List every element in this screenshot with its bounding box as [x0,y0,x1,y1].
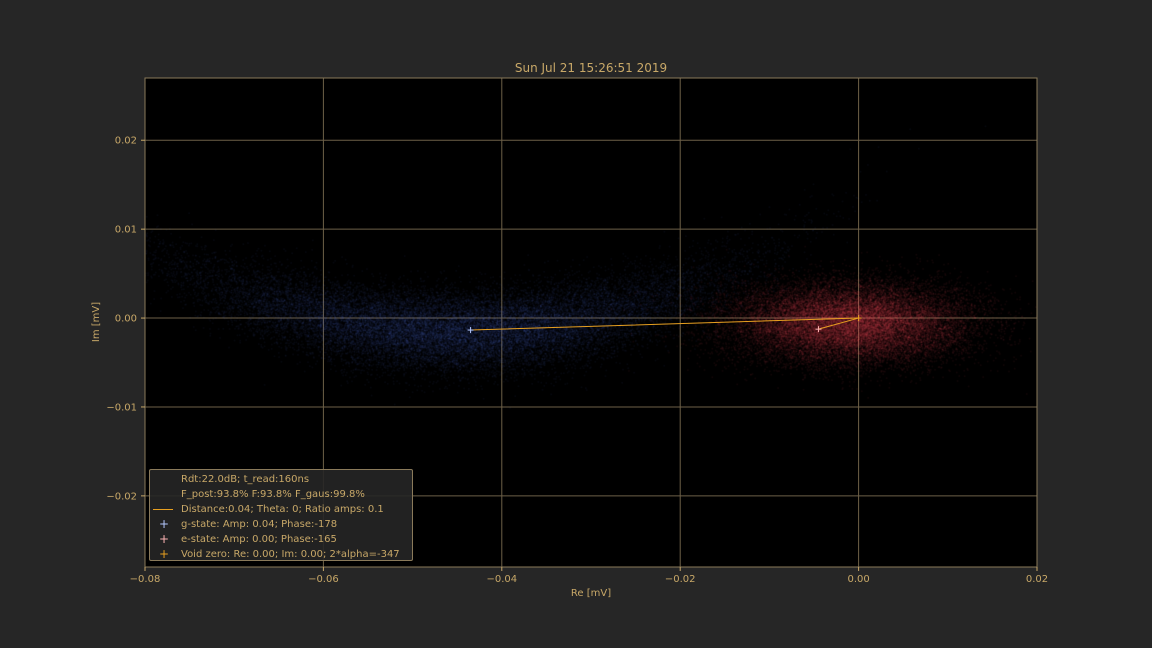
x-tick-label: 0.00 [847,574,869,585]
legend-label: g-state: Amp: 0.04; Phase:-178 [181,519,338,530]
legend-label: F_post:93.8% F:93.8% F_gaus:99.8% [181,489,365,500]
chart-title: Sun Jul 21 15:26:51 2019 [515,61,667,75]
legend-label: Distance:0.04; Theta: 0; Ratio amps: 0.1 [181,504,384,515]
plot-frame [144,77,1038,568]
markers-and-connectors [467,315,862,334]
legend-line-swatch [153,509,173,510]
legend-plus-icon: + [159,547,170,561]
legend-entry: + Void zero: Re: 0.00; Im: 0.00; 2*alpha=… [150,547,412,562]
x-tick-label: 0.02 [1026,574,1048,585]
x-axis-label: Re [mV] [571,588,611,599]
x-tick-label: −0.02 [665,574,696,585]
legend-label: Rdt:22.0dB; t_read:160ns [181,474,310,485]
legend-entry: + g-state: Amp: 0.04; Phase:-178 [150,517,412,532]
legend-entry: Rdt:22.0dB; t_read:160ns [150,472,412,487]
y-tick-label: −0.01 [106,402,137,413]
legend-label: Void zero: Re: 0.00; Im: 0.00; 2*alpha=-… [181,549,400,560]
y-tick-label: 0.00 [115,314,137,325]
y-tick-label: 0.01 [115,225,137,236]
legend: Rdt:22.0dB; t_read:160ns F_post:93.8% F:9… [149,469,413,561]
y-tick-label: 0.02 [115,136,137,147]
legend-entry: Distance:0.04; Theta: 0; Ratio amps: 0.1 [150,502,412,517]
legend-plus-icon: + [159,532,170,546]
x-axis-ticks: −0.08 −0.06 −0.04 −0.02 0.00 0.02 [130,567,1048,585]
legend-entry: F_post:93.8% F:93.8% F_gaus:99.8% [150,487,412,502]
y-axis-label: Im [mV] [91,302,102,342]
y-axis-ticks: −0.02 −0.01 0.00 0.01 0.02 [106,136,145,502]
x-tick-label: −0.06 [308,574,339,585]
x-tick-label: −0.04 [486,574,517,585]
legend-entry: + e-state: Amp: 0.00; Phase:-165 [150,532,412,547]
x-tick-label: −0.08 [130,574,161,585]
y-tick-label: −0.02 [106,491,137,502]
legend-label: e-state: Amp: 0.00; Phase:-165 [181,534,337,545]
legend-plus-icon: + [159,517,170,531]
